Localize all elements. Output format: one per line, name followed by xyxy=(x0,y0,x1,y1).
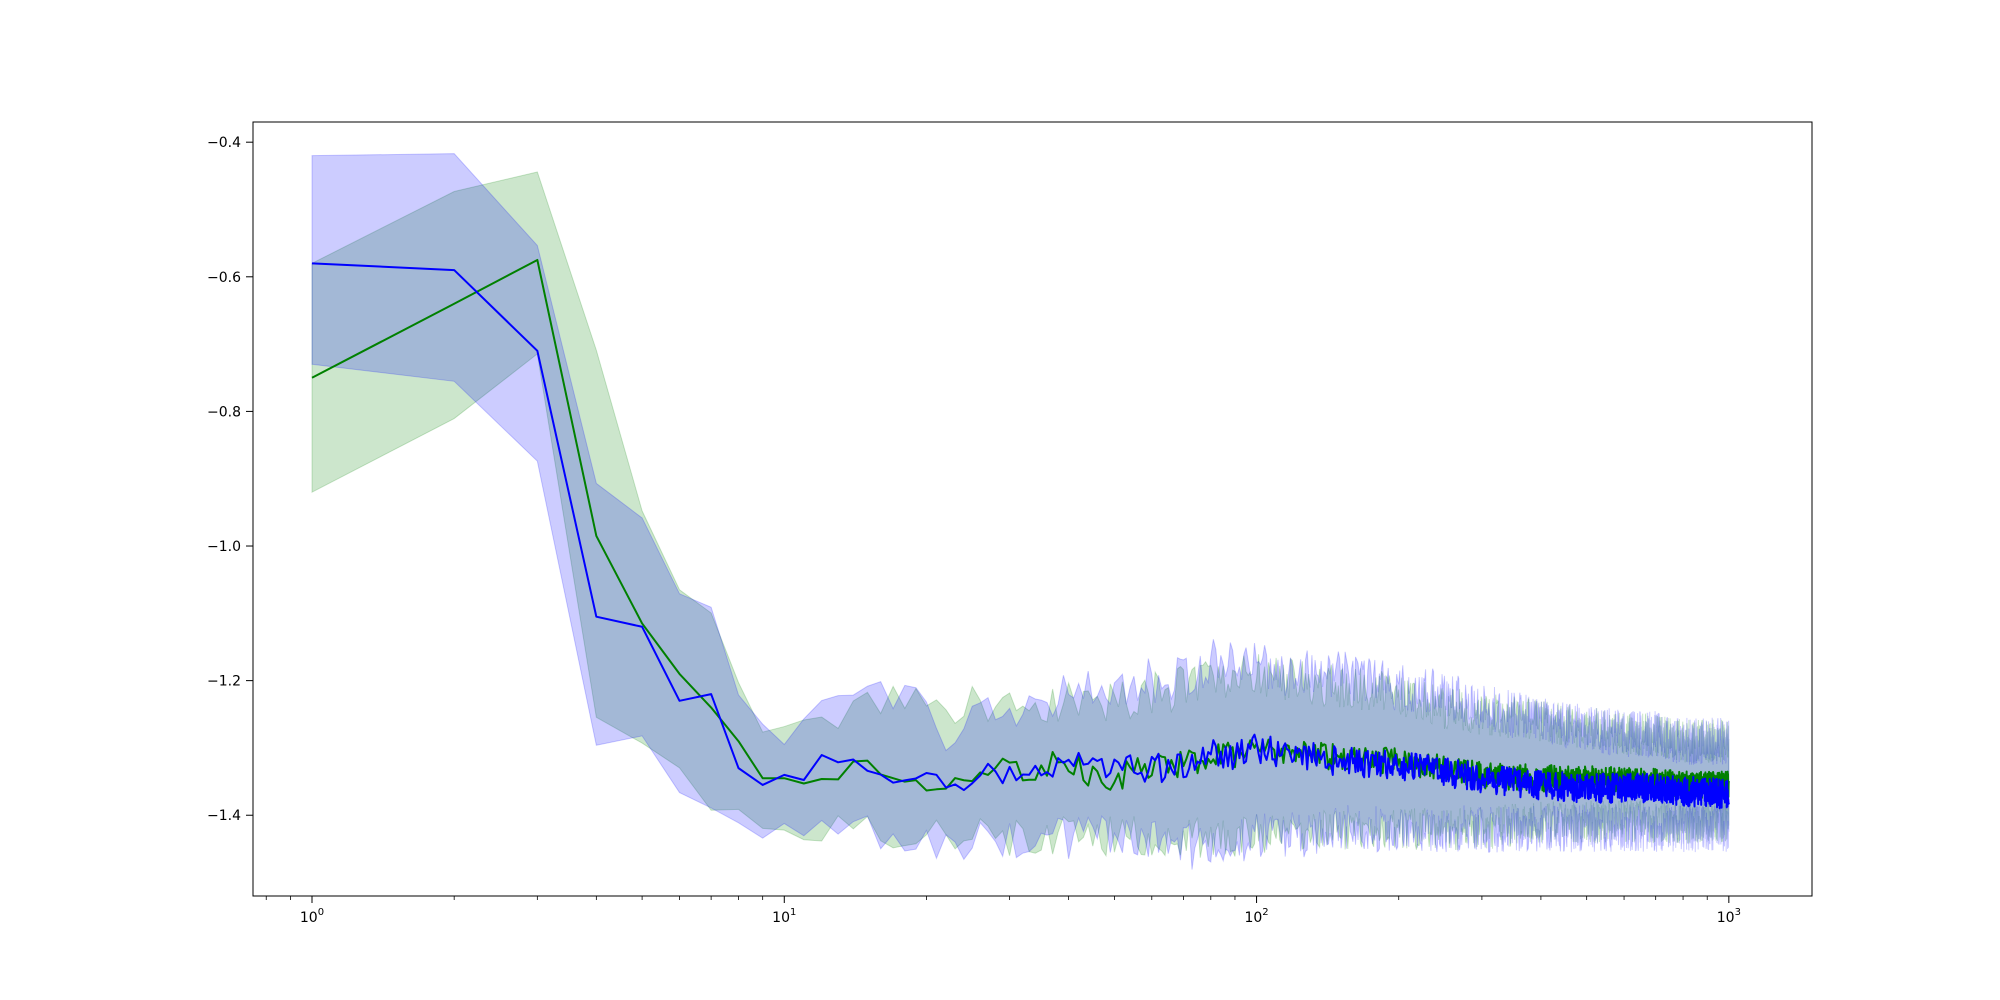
x-tick-label: 101 xyxy=(772,907,796,926)
y-tick-label: −1.2 xyxy=(207,674,241,690)
y-tick-label: −0.6 xyxy=(207,270,241,286)
series-2-confidence-band xyxy=(311,153,1730,870)
x-tick-label: 100 xyxy=(300,907,324,926)
x-tick-label: 102 xyxy=(1244,907,1268,926)
series-1-confidence-band xyxy=(311,171,1730,858)
x-tick-label: 103 xyxy=(1717,907,1741,926)
y-tick-label: −1.0 xyxy=(207,539,241,555)
series-2-line xyxy=(311,262,1730,810)
y-tick-label: −0.8 xyxy=(207,404,241,420)
y-tick-label: −0.4 xyxy=(207,135,241,151)
confidence-bands xyxy=(311,153,1730,870)
axes: −0.4 −0.6 −0.8 −1.0 −1.2 −1.4 100 101 102 103 xyxy=(207,121,1813,926)
y-tick-label: −1.4 xyxy=(207,808,241,824)
plot-frame xyxy=(252,121,1813,897)
series-lines xyxy=(311,258,1730,810)
